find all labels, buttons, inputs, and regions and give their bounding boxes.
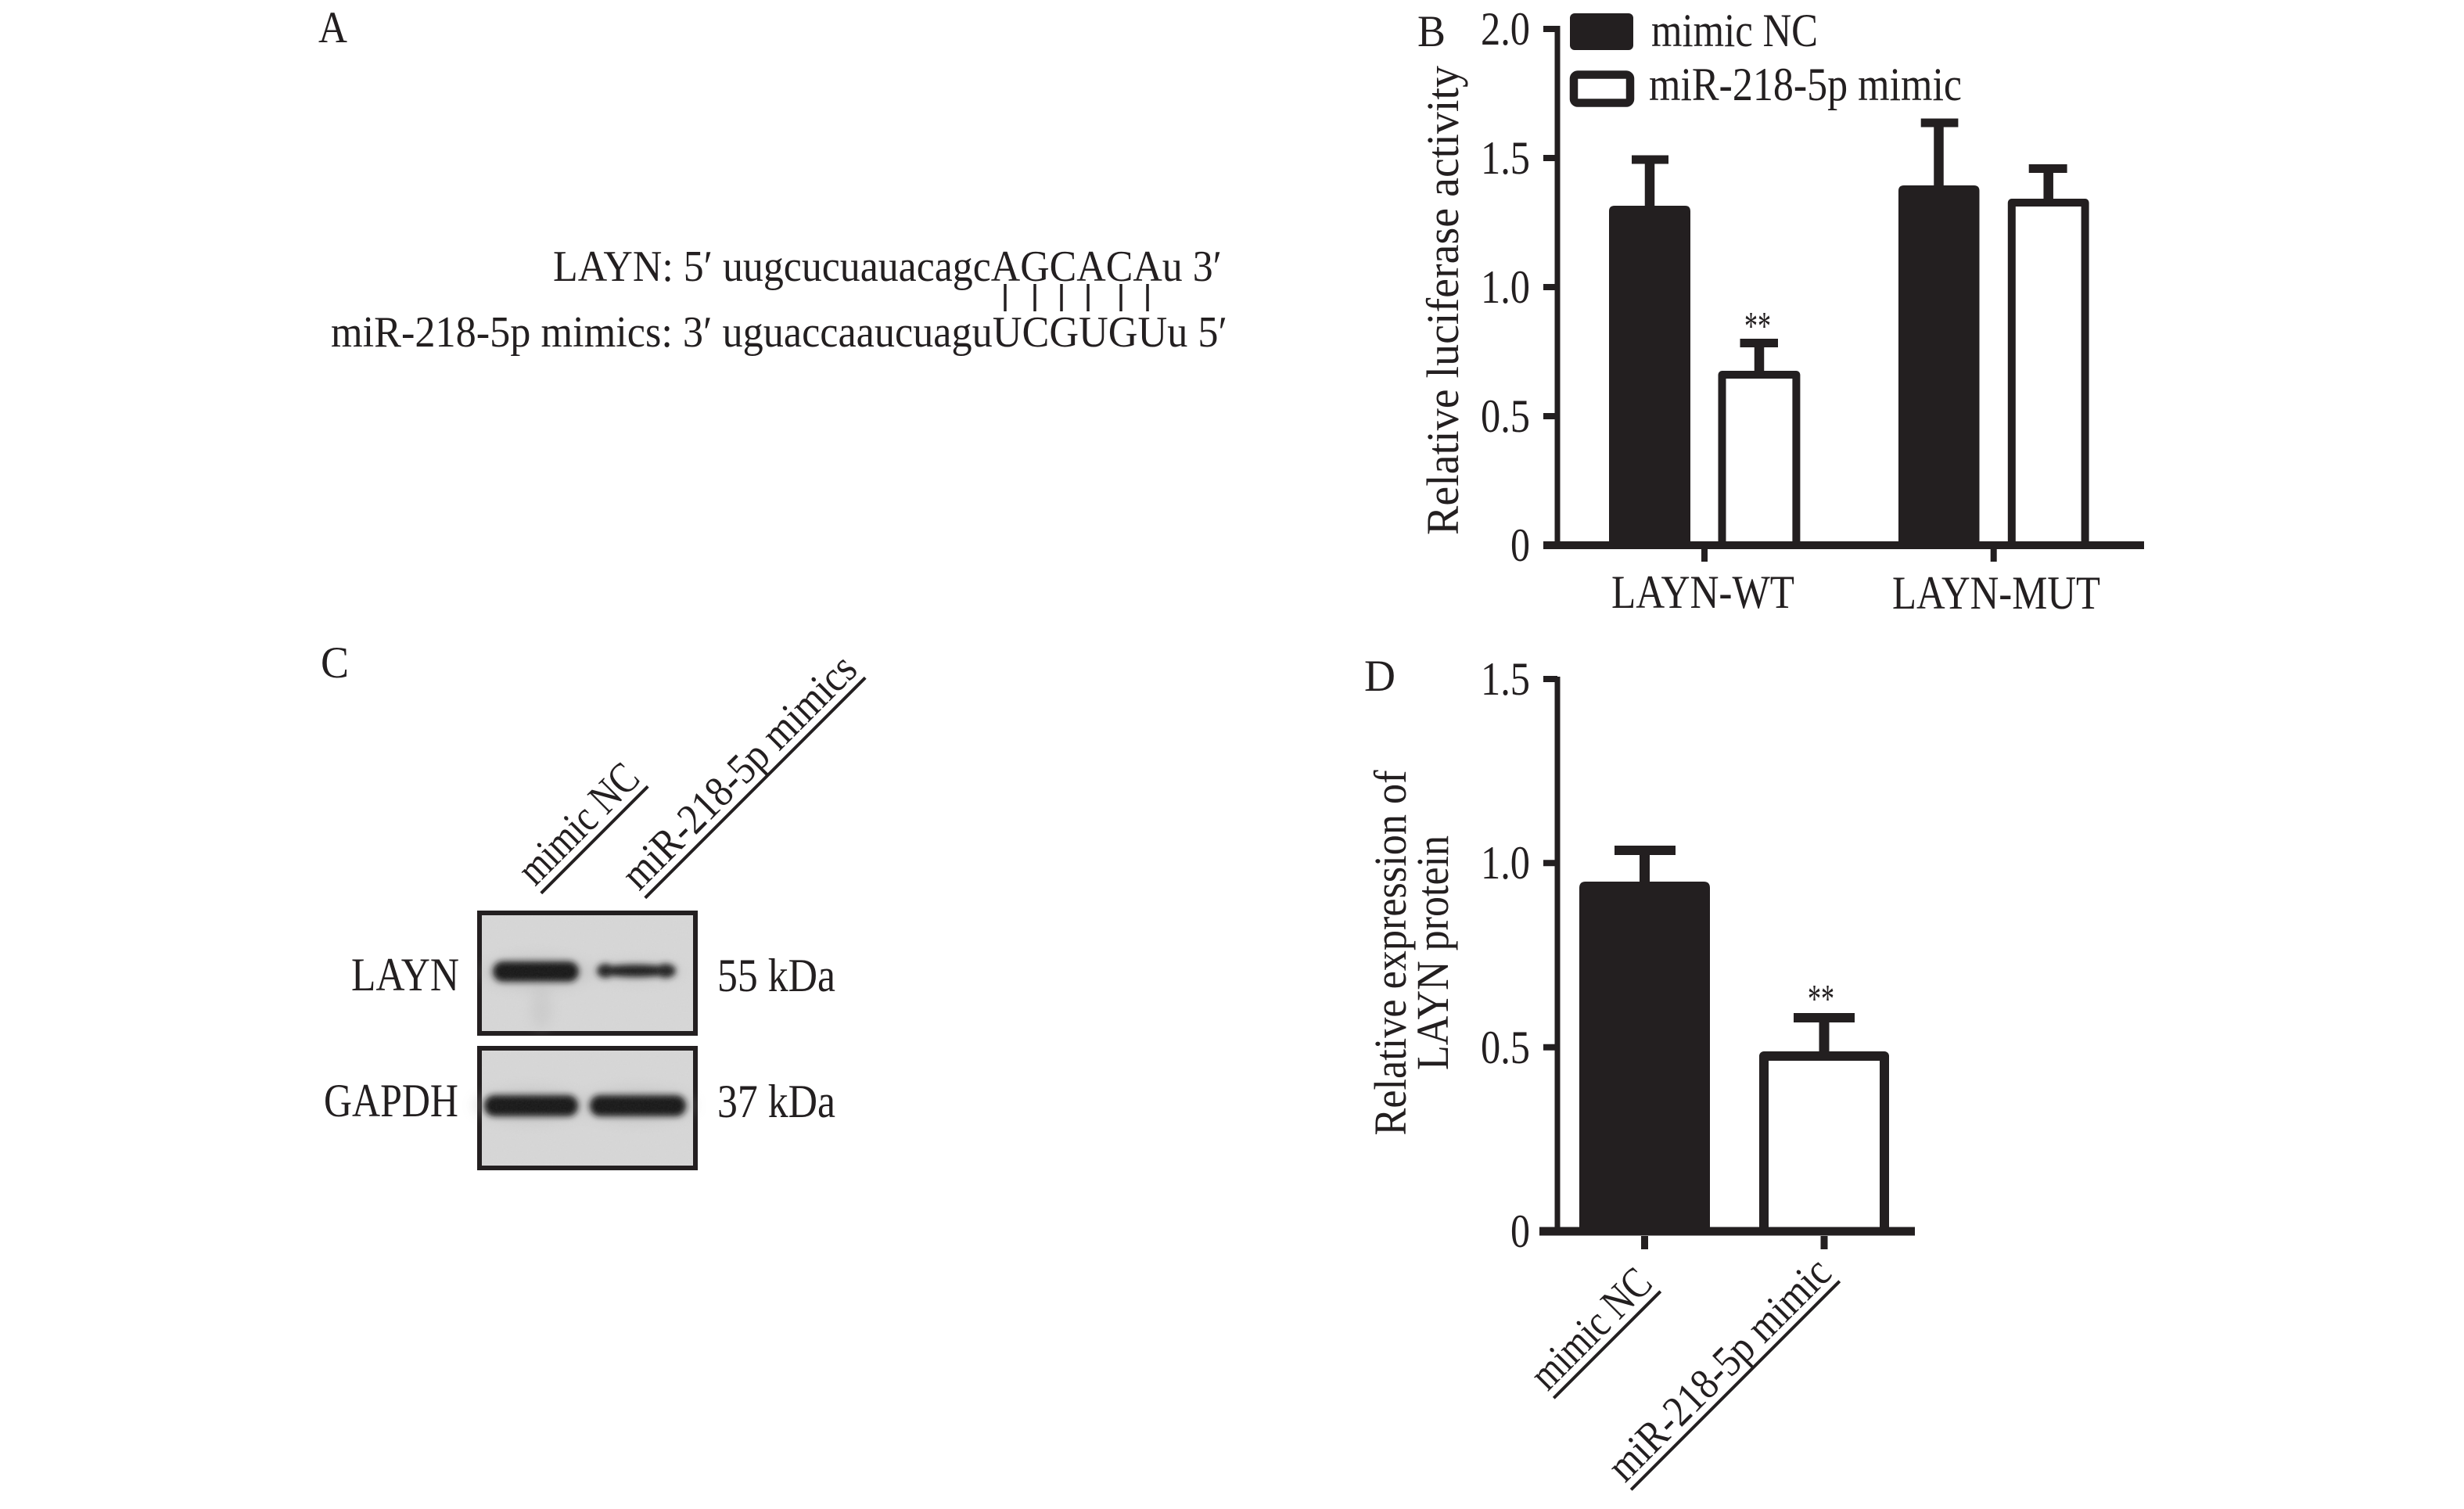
svg-text:miR-218-5p mimic: miR-218-5p mimic bbox=[1649, 59, 1962, 110]
svg-text:B: B bbox=[1417, 7, 1446, 56]
svg-text:LAYN: 5′ uugcucuauacagcAGCACAu: LAYN: 5′ uugcucuauacagcAGCACAu 3′ bbox=[553, 243, 1222, 291]
svg-text:1.0: 1.0 bbox=[1481, 261, 1530, 313]
svg-text:1.5: 1.5 bbox=[1481, 653, 1530, 705]
svg-text:C: C bbox=[321, 638, 349, 688]
svg-text:37 kDa: 37 kDa bbox=[717, 1076, 835, 1127]
svg-text:**: ** bbox=[1744, 304, 1771, 349]
svg-text:D: D bbox=[1364, 652, 1395, 701]
svg-text:0.5: 0.5 bbox=[1481, 390, 1530, 442]
svg-text:Relative expression of: Relative expression of bbox=[1365, 770, 1416, 1136]
svg-text:miR-218-5p mimics: 3′ uguaccaa: miR-218-5p mimics: 3′ uguaccaaucuaguUCGU… bbox=[331, 308, 1227, 357]
svg-text:LAYN: LAYN bbox=[351, 949, 459, 1001]
svg-text:**: ** bbox=[1808, 977, 1834, 1022]
svg-text:GAPDH: GAPDH bbox=[324, 1075, 458, 1126]
svg-text:LAYN-MUT: LAYN-MUT bbox=[1892, 567, 2100, 619]
svg-text:Relative luciferase activity: Relative luciferase activity bbox=[1417, 66, 1468, 535]
svg-text:2.0: 2.0 bbox=[1481, 3, 1530, 55]
svg-text:1.5: 1.5 bbox=[1481, 132, 1530, 184]
svg-text:A: A bbox=[318, 3, 347, 52]
svg-text:0.5: 0.5 bbox=[1481, 1022, 1530, 1073]
svg-text:LAYN protein: LAYN protein bbox=[1407, 835, 1458, 1070]
svg-text:LAYN-WT: LAYN-WT bbox=[1611, 566, 1794, 618]
svg-text:0: 0 bbox=[1510, 1205, 1530, 1257]
svg-text:55 kDa: 55 kDa bbox=[717, 950, 835, 1001]
svg-text:1.0: 1.0 bbox=[1481, 837, 1530, 889]
svg-text:mimic NC: mimic NC bbox=[1651, 5, 1818, 56]
svg-text:0: 0 bbox=[1510, 519, 1530, 571]
